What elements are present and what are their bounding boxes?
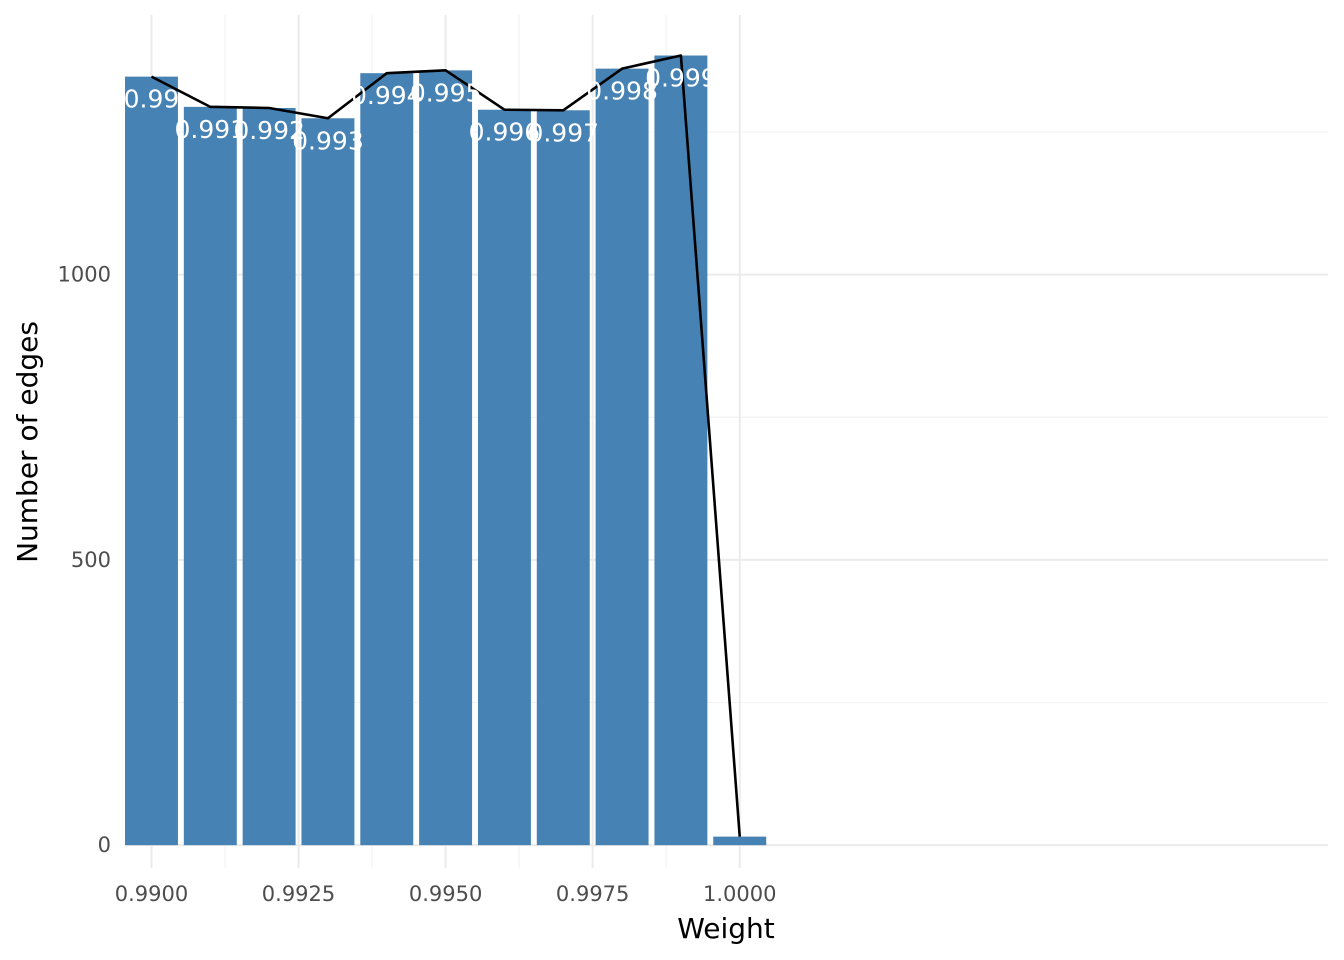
trend-line-layer [150,54,742,837]
bar-data-label: 0.991 [175,115,247,144]
x-axis-ticks: 0.9900 0.9925 0.9950 0.9975 1.0000 [115,882,777,906]
y-tick-label: 500 [71,548,111,572]
bar-data-label: 0.996 [469,118,541,147]
bar-data-label: 0.995 [410,78,482,107]
y-tick-label: 0 [98,833,111,857]
bar [477,109,531,846]
bar-data-label: 0.998 [586,77,658,106]
bar-data-label: 0.992 [233,116,305,145]
bar [360,73,414,846]
bars [125,55,767,846]
x-axis-title: Weight [677,912,775,945]
bar [595,68,649,846]
bar [242,108,296,846]
bar [654,55,708,846]
bar-data-label: 0.994 [351,81,423,110]
y-axis-title: Number of edges [11,321,44,563]
trend-line [150,54,742,837]
y-tick-label: 1000 [58,263,111,287]
x-tick-label: 0.9950 [409,882,482,906]
x-tick-label: 0.9975 [556,882,629,906]
bar [419,70,473,846]
bar [125,76,178,846]
x-tick-label: 0.9900 [115,882,188,906]
x-tick-label: 1.0000 [703,882,776,906]
bar [301,118,355,846]
bar [713,836,767,846]
bar [536,110,590,846]
y-axis-ticks: 0 500 1000 [58,263,111,858]
bar-data-label: 0.999 [645,64,717,93]
bar-data-label: 0.99 [124,85,180,114]
x-tick-label: 0.9925 [262,882,335,906]
bar [183,106,237,846]
bar-data-label: 0.997 [527,118,599,147]
bar-data-label: 0.993 [292,126,364,155]
